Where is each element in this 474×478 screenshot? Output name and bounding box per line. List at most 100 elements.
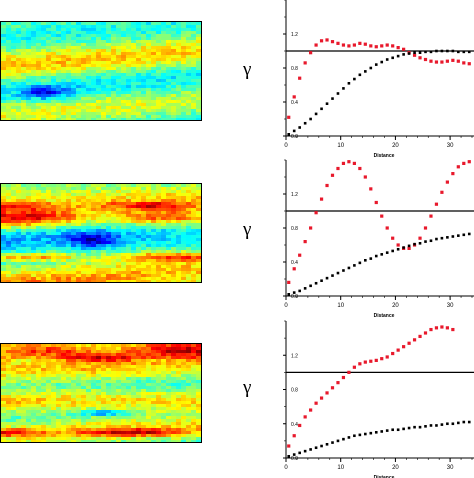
series-red-point [319,197,324,201]
series-black-point [446,49,449,53]
series-red-point [292,267,296,271]
series-red-point [396,243,400,247]
series-red-point [385,355,389,359]
series-red-point [314,211,318,215]
series-black-point [320,107,323,111]
series-black-point [467,420,471,424]
series-red-point [391,236,395,240]
series-red-point [336,381,340,385]
series-black-point [391,249,394,253]
series-black-point [358,433,362,437]
series-black-point [457,421,460,425]
series-red-point [374,45,378,49]
x-tick-label: 20 [392,303,399,309]
series-red-point [423,226,428,230]
series-black-point [287,293,291,296]
series-red-point [440,325,444,329]
series-red-point [369,44,373,48]
series-black-point [369,257,373,260]
series-black-point [353,264,356,267]
series-black-point [374,254,378,258]
y-tick-label: 0.0 [291,134,298,140]
series-red-point [429,214,433,218]
series-red-point [330,386,335,390]
series-black-point [342,269,345,272]
variogram-chart-2: 0.0 0.4 0.8 1.2 0 10 20 30 Distance [283,159,474,319]
series-black-point [413,242,416,246]
series-red-point [385,226,389,230]
series-black-point [331,274,334,277]
series-black-point [462,233,466,237]
series-black-point [385,251,389,254]
series-red-point [374,358,378,362]
series-black-point [396,428,400,432]
series-red-point [325,391,329,395]
series-black-point [402,246,405,249]
series-red-point [336,41,340,45]
x-tick-label: 30 [447,143,454,149]
series-black-point [418,242,422,245]
series-black-point [325,443,329,446]
ylabel-gamma-2: γ [243,219,252,240]
series-red-point [445,180,449,184]
field-map-3 [0,343,202,443]
series-red-point [325,38,329,42]
series-red-point [418,334,422,339]
series-black-point [418,51,422,54]
x-tick-label: 30 [447,465,454,471]
series-red-point [456,59,460,63]
series-red-point [440,60,444,64]
series-black-point [331,97,334,100]
series-red-point [456,165,460,169]
series-black-point [309,448,312,451]
series-black-point [429,50,433,54]
series-red-point [319,396,324,400]
series-black-point [369,431,373,435]
x-tick-label: 10 [337,303,344,309]
series-black-point [314,112,318,116]
y-tick-label: 1.2 [291,32,298,38]
series-red-point [303,240,307,244]
series-red-point [309,51,313,55]
series-red-point [423,331,428,335]
series-red-point [309,226,313,230]
series-black-point [336,92,340,95]
series-black-point [353,77,356,81]
series-black-point [320,444,323,448]
series-red-point [423,57,428,62]
series-black-point [385,429,389,432]
series-red-point [298,253,302,257]
series-red-point [462,61,466,65]
series-red-point [462,161,466,165]
series-red-point [336,166,340,171]
series-black-point [336,271,340,275]
series-black-point [457,234,460,237]
series-black-point [314,281,318,285]
series-black-point [353,434,356,438]
field-map-1 [0,21,202,121]
series-red-point [412,53,417,57]
series-red-point [412,338,417,342]
series-red-point [347,160,351,164]
series-black-point [391,56,394,60]
series-black-point [391,428,394,432]
series-black-point [396,54,400,58]
series-red-point [445,326,449,330]
series-black-point [364,432,367,436]
series-black-point [342,87,345,90]
series-red-point [303,415,307,419]
x-tick-label: 20 [392,465,399,471]
series-black-point [418,425,422,429]
series-black-point [287,454,291,458]
series-black-point [446,422,449,426]
series-black-point [342,437,345,441]
series-black-point [451,422,455,426]
series-black-point [451,235,455,238]
series-red-point [402,345,406,349]
series-red-point [319,39,324,43]
series-black-point [396,247,400,251]
variogram-chart-1: 0.0 0.4 0.8 1.2 0 10 20 30 Distance [283,0,474,159]
series-black-point [380,60,384,64]
series-black-point [402,427,405,431]
x-tick-label: 20 [392,143,399,149]
